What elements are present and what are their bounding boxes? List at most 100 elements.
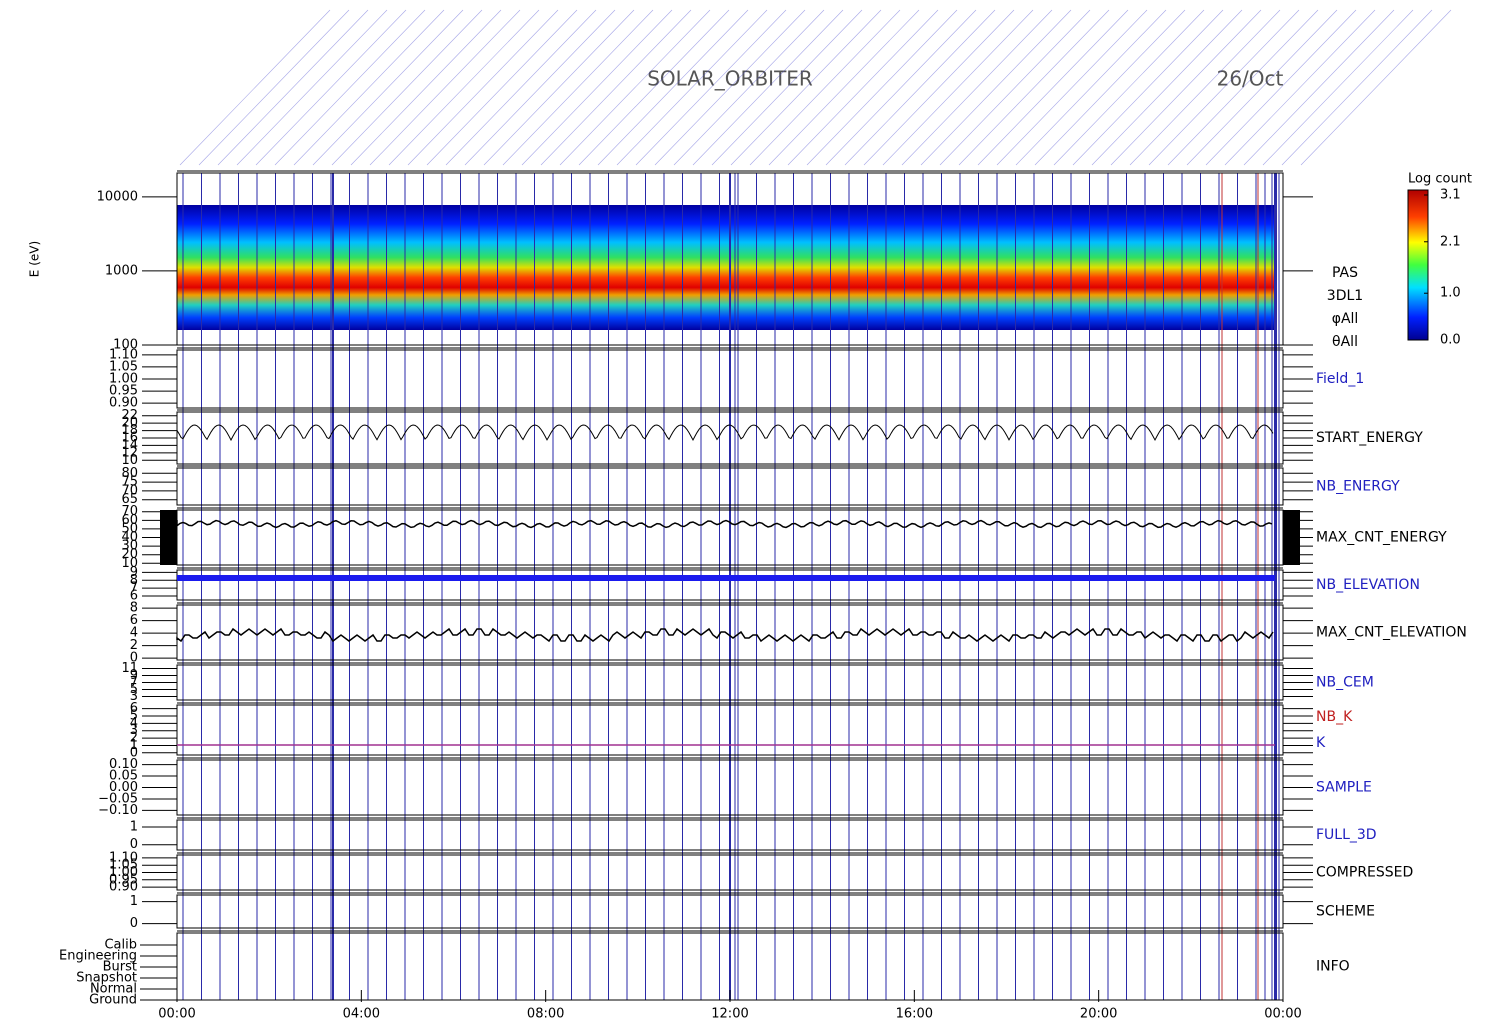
y-tick-label: 1 bbox=[130, 820, 138, 835]
decor bbox=[1281, 9, 1433, 166]
panel-label: φAll bbox=[1332, 311, 1359, 327]
y-tick-label: 18 bbox=[121, 423, 138, 438]
y-tick-label: 70 bbox=[121, 504, 138, 519]
decor bbox=[958, 9, 1110, 166]
y-tick-label: 70 bbox=[121, 483, 138, 498]
y-tick-label: 0 bbox=[130, 651, 138, 666]
y-tick-label: −0.05 bbox=[98, 791, 138, 806]
panel-label: PAS bbox=[1332, 265, 1358, 281]
decor bbox=[730, 9, 882, 166]
y-tick-label: 100 bbox=[113, 338, 138, 353]
y-tick-label: 20 bbox=[121, 416, 138, 431]
decor bbox=[825, 9, 977, 166]
y-tick-label: Ground bbox=[89, 993, 137, 1008]
colorbar-label: Log count bbox=[1408, 172, 1472, 187]
panel-frame bbox=[176, 604, 1284, 661]
decor bbox=[806, 9, 958, 166]
spectrogram bbox=[177, 205, 1277, 330]
y-tick-label: 40 bbox=[121, 530, 138, 545]
decor bbox=[711, 9, 863, 166]
decor bbox=[920, 9, 1072, 166]
y-tick-label: 10 bbox=[121, 453, 138, 468]
y-tick-label: 7 bbox=[130, 675, 138, 690]
y-tick-label: 75 bbox=[121, 475, 138, 490]
y-tick-label: 0.10 bbox=[109, 757, 138, 772]
decor bbox=[635, 9, 787, 166]
decor bbox=[559, 9, 711, 166]
decor bbox=[597, 9, 749, 166]
decor bbox=[1167, 9, 1319, 166]
panel-frame bbox=[176, 704, 1284, 756]
y-tick-label: 30 bbox=[121, 539, 138, 554]
panel-label: NB_K bbox=[1316, 709, 1353, 725]
y-tick-label: 0 bbox=[130, 916, 138, 931]
panel-label: θAll bbox=[1332, 334, 1358, 350]
decor bbox=[901, 9, 1053, 166]
decor bbox=[331, 9, 483, 166]
y-tick-label: 0.90 bbox=[109, 396, 138, 411]
decor bbox=[255, 9, 407, 166]
y-tick-label: 0.00 bbox=[109, 780, 138, 795]
y-tick-label: 1.05 bbox=[109, 359, 138, 374]
decor bbox=[1205, 9, 1357, 166]
panel-label: COMPRESSED bbox=[1316, 865, 1413, 881]
y-tick-label: 2 bbox=[130, 638, 138, 653]
y-tick-label: 20 bbox=[121, 547, 138, 562]
trace bbox=[176, 627, 1274, 643]
y-tick-label: 6 bbox=[130, 613, 138, 628]
panel-label: NB_CEM bbox=[1316, 675, 1374, 691]
decor bbox=[996, 9, 1148, 166]
y-tick-label: 6 bbox=[130, 589, 138, 604]
decor bbox=[502, 9, 654, 166]
colorbar-tick-label: 1.0 bbox=[1440, 286, 1461, 301]
decor bbox=[198, 9, 350, 166]
y-tick-label: Burst bbox=[103, 960, 137, 975]
x-tick-label: 04:00 bbox=[343, 1007, 380, 1020]
decor bbox=[1110, 9, 1262, 166]
y-tick-label: 4 bbox=[130, 716, 138, 731]
y-tick-label: 0.95 bbox=[109, 872, 138, 887]
y-tick-label: 1.00 bbox=[109, 372, 138, 387]
y-tick-label: 3 bbox=[130, 723, 138, 738]
decor bbox=[844, 9, 996, 166]
decor bbox=[1148, 9, 1300, 166]
panel-label: NB_ENERGY bbox=[1316, 479, 1400, 495]
decor bbox=[426, 9, 578, 166]
decor bbox=[1243, 9, 1395, 166]
y-tick-label: 3 bbox=[130, 689, 138, 704]
trace bbox=[176, 519, 1273, 529]
colorbar-tick-label: 3.1 bbox=[1440, 188, 1461, 203]
decor bbox=[1015, 9, 1167, 166]
panel-frame bbox=[176, 569, 1284, 601]
decor bbox=[692, 9, 844, 166]
decor bbox=[1186, 9, 1338, 166]
y-tick-label: 65 bbox=[121, 492, 138, 507]
y-tick-label: 0 bbox=[130, 745, 138, 760]
y-tick-label: Snapshot bbox=[76, 971, 137, 986]
title: SOLAR_ORBITER bbox=[647, 67, 813, 91]
decor bbox=[179, 9, 331, 166]
x-tick-label: 16:00 bbox=[896, 1007, 933, 1020]
panel-label: NB_ELEVATION bbox=[1316, 577, 1420, 593]
decor bbox=[882, 9, 1034, 166]
y-tick-label: Engineering bbox=[59, 949, 137, 964]
x-tick-label: 00:00 bbox=[1264, 1007, 1301, 1020]
panel-label: MAX_CNT_ELEVATION bbox=[1316, 625, 1467, 641]
y-tick-label: 1.10 bbox=[109, 850, 138, 865]
panel-label: INFO bbox=[1316, 959, 1350, 975]
panel-label: SAMPLE bbox=[1316, 780, 1372, 796]
y-tick-label: 0 bbox=[130, 837, 138, 852]
decor bbox=[768, 9, 920, 166]
y-tick-label: 10 bbox=[121, 556, 138, 571]
y-tick-label: 9 bbox=[130, 668, 138, 683]
decor bbox=[939, 9, 1091, 166]
y-tick-label: 4 bbox=[130, 626, 138, 641]
y-tick-label: 1.00 bbox=[109, 865, 138, 880]
decor bbox=[312, 9, 464, 166]
y-tick-label: 2 bbox=[130, 731, 138, 746]
y-axis-label: E (eV) bbox=[28, 241, 42, 277]
panel-frame bbox=[176, 467, 1284, 506]
decor bbox=[654, 9, 806, 166]
panel-label: START_ENERGY bbox=[1316, 430, 1423, 446]
